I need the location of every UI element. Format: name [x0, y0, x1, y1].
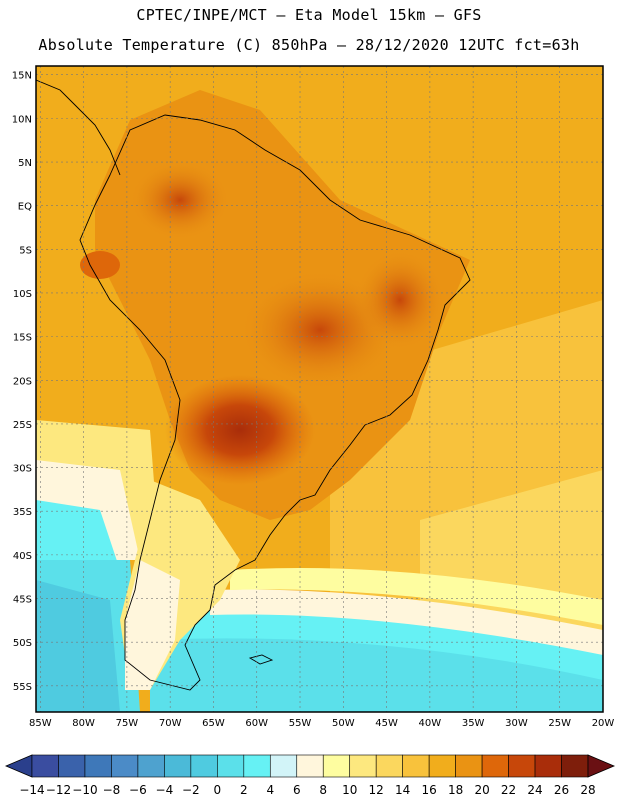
lat-tick-label: 45S [13, 595, 32, 606]
colorbar-tick-label: 10 [342, 783, 357, 797]
lon-tick-label: 60W [245, 718, 268, 729]
lon-tick-label: 20W [592, 718, 615, 729]
colorbar-tick-label: −10 [72, 783, 97, 797]
colorbar-swatch [561, 754, 589, 778]
map-frame [35, 65, 604, 713]
colorbar-swatch [349, 754, 377, 778]
lon-tick-label: 50W [332, 718, 355, 729]
lat-tick-label: 35S [13, 507, 32, 518]
lon-tick-label: 55W [289, 718, 312, 729]
colorbar-min-arrow [4, 754, 33, 778]
colorbar-tick-label: 14 [395, 783, 410, 797]
colorbar-tick-label: 24 [527, 783, 542, 797]
colorbar-tick-label: −8 [103, 783, 121, 797]
lon-tick-label: 40W [419, 718, 442, 729]
lon-tick-label: 45W [375, 718, 398, 729]
colorbar-swatch [190, 754, 218, 778]
colorbar-swatch [481, 754, 509, 778]
colorbar-tick-label: −6 [129, 783, 147, 797]
lat-tick-label: 15S [13, 333, 32, 344]
lon-tick-label: 85W [29, 718, 52, 729]
lon-tick-label: 75W [116, 718, 139, 729]
colorbar [4, 754, 616, 778]
colorbar-tick-label: 18 [448, 783, 463, 797]
colorbar-max-arrow [587, 754, 616, 778]
lon-tick-label: 30W [505, 718, 528, 729]
colorbar-tick-label: 6 [293, 783, 301, 797]
lat-tick-label: 10N [12, 114, 32, 125]
colorbar-tick-label: 12 [369, 783, 384, 797]
colorbar-swatch [84, 754, 112, 778]
colorbar-tick-label: 16 [422, 783, 437, 797]
lat-tick-label: 5S [19, 245, 32, 256]
colorbar-swatch [31, 754, 59, 778]
colorbar-swatch [402, 754, 430, 778]
colorbar-tick-label: 2 [240, 783, 248, 797]
lat-tick-label: 20S [13, 376, 32, 387]
lon-tick-label: 35W [462, 718, 485, 729]
colorbar-labels: −14 −12 −10 −8 −6 −4 −2 0 2 4 6 8 10 12 14 16 18 20 22 24 26… [19, 783, 595, 797]
colorbar-swatch [137, 754, 165, 778]
colorbar-swatch [164, 754, 192, 778]
lat-tick-label: 30S [13, 464, 32, 475]
colorbar-tick-label: −12 [46, 783, 71, 797]
colorbar-swatch [322, 754, 351, 778]
colorbar-tick-label: −2 [182, 783, 200, 797]
lon-tick-label: 25W [548, 718, 571, 729]
lat-tick-label: EQ [18, 202, 32, 213]
colorbar-tick-label: 20 [474, 783, 489, 797]
colorbar-swatch [296, 754, 324, 778]
central-america-coastline [36, 79, 121, 176]
colorbar-swatch [375, 754, 403, 778]
lat-tick-label: 55S [13, 682, 32, 693]
colorbar-swatch [243, 754, 271, 778]
colorbar-swatch [508, 754, 536, 778]
colorbar-swatch [455, 754, 483, 778]
lon-tick-label: 65W [202, 718, 225, 729]
map-title: CPTEC/INPE/MCT – Eta Model 15km – GFS [136, 6, 482, 24]
longitude-labels: 85W 80W 75W 70W 65W 60W 55W 50W 45W 40W 35W 30W 25W 2… [29, 718, 614, 729]
colorbar-swatch [269, 754, 298, 778]
lat-tick-label: 50S [13, 638, 32, 649]
lon-tick-label: 80W [72, 718, 95, 729]
colorbar-swatch [428, 754, 456, 778]
colorbar-tick-label: 26 [554, 783, 569, 797]
lat-tick-label: 5N [18, 158, 32, 169]
lat-tick-label: 15N [12, 71, 32, 82]
colorbar-swatch [111, 754, 139, 778]
colorbar-swatch [534, 754, 562, 778]
colorbar-tick-label: −14 [19, 783, 44, 797]
colorbar-swatch [217, 754, 245, 778]
colorbar-tick-label: 0 [214, 783, 222, 797]
colorbar-tick-label: 8 [319, 783, 327, 797]
lon-tick-label: 70W [159, 718, 182, 729]
lat-tick-label: 25S [13, 420, 32, 431]
lat-tick-label: 10S [13, 289, 32, 300]
lat-tick-label: 40S [13, 551, 32, 562]
colorbar-tick-label: 4 [266, 783, 274, 797]
latitude-labels: 15N 10N 5N EQ 5S 10S 15S 20S 25S 30S 35S 40S 45S 50S 5… [12, 71, 32, 693]
south-america-coastline [79, 114, 471, 691]
colorbar-tick-label: 28 [580, 783, 595, 797]
map-subtitle: Absolute Temperature (C) 850hPa – 28/12/… [38, 36, 580, 54]
temperature-field [36, 66, 603, 712]
colorbar-tick-label: 22 [501, 783, 516, 797]
colorbar-tick-label: −4 [156, 783, 174, 797]
colorbar-swatch [58, 754, 86, 778]
